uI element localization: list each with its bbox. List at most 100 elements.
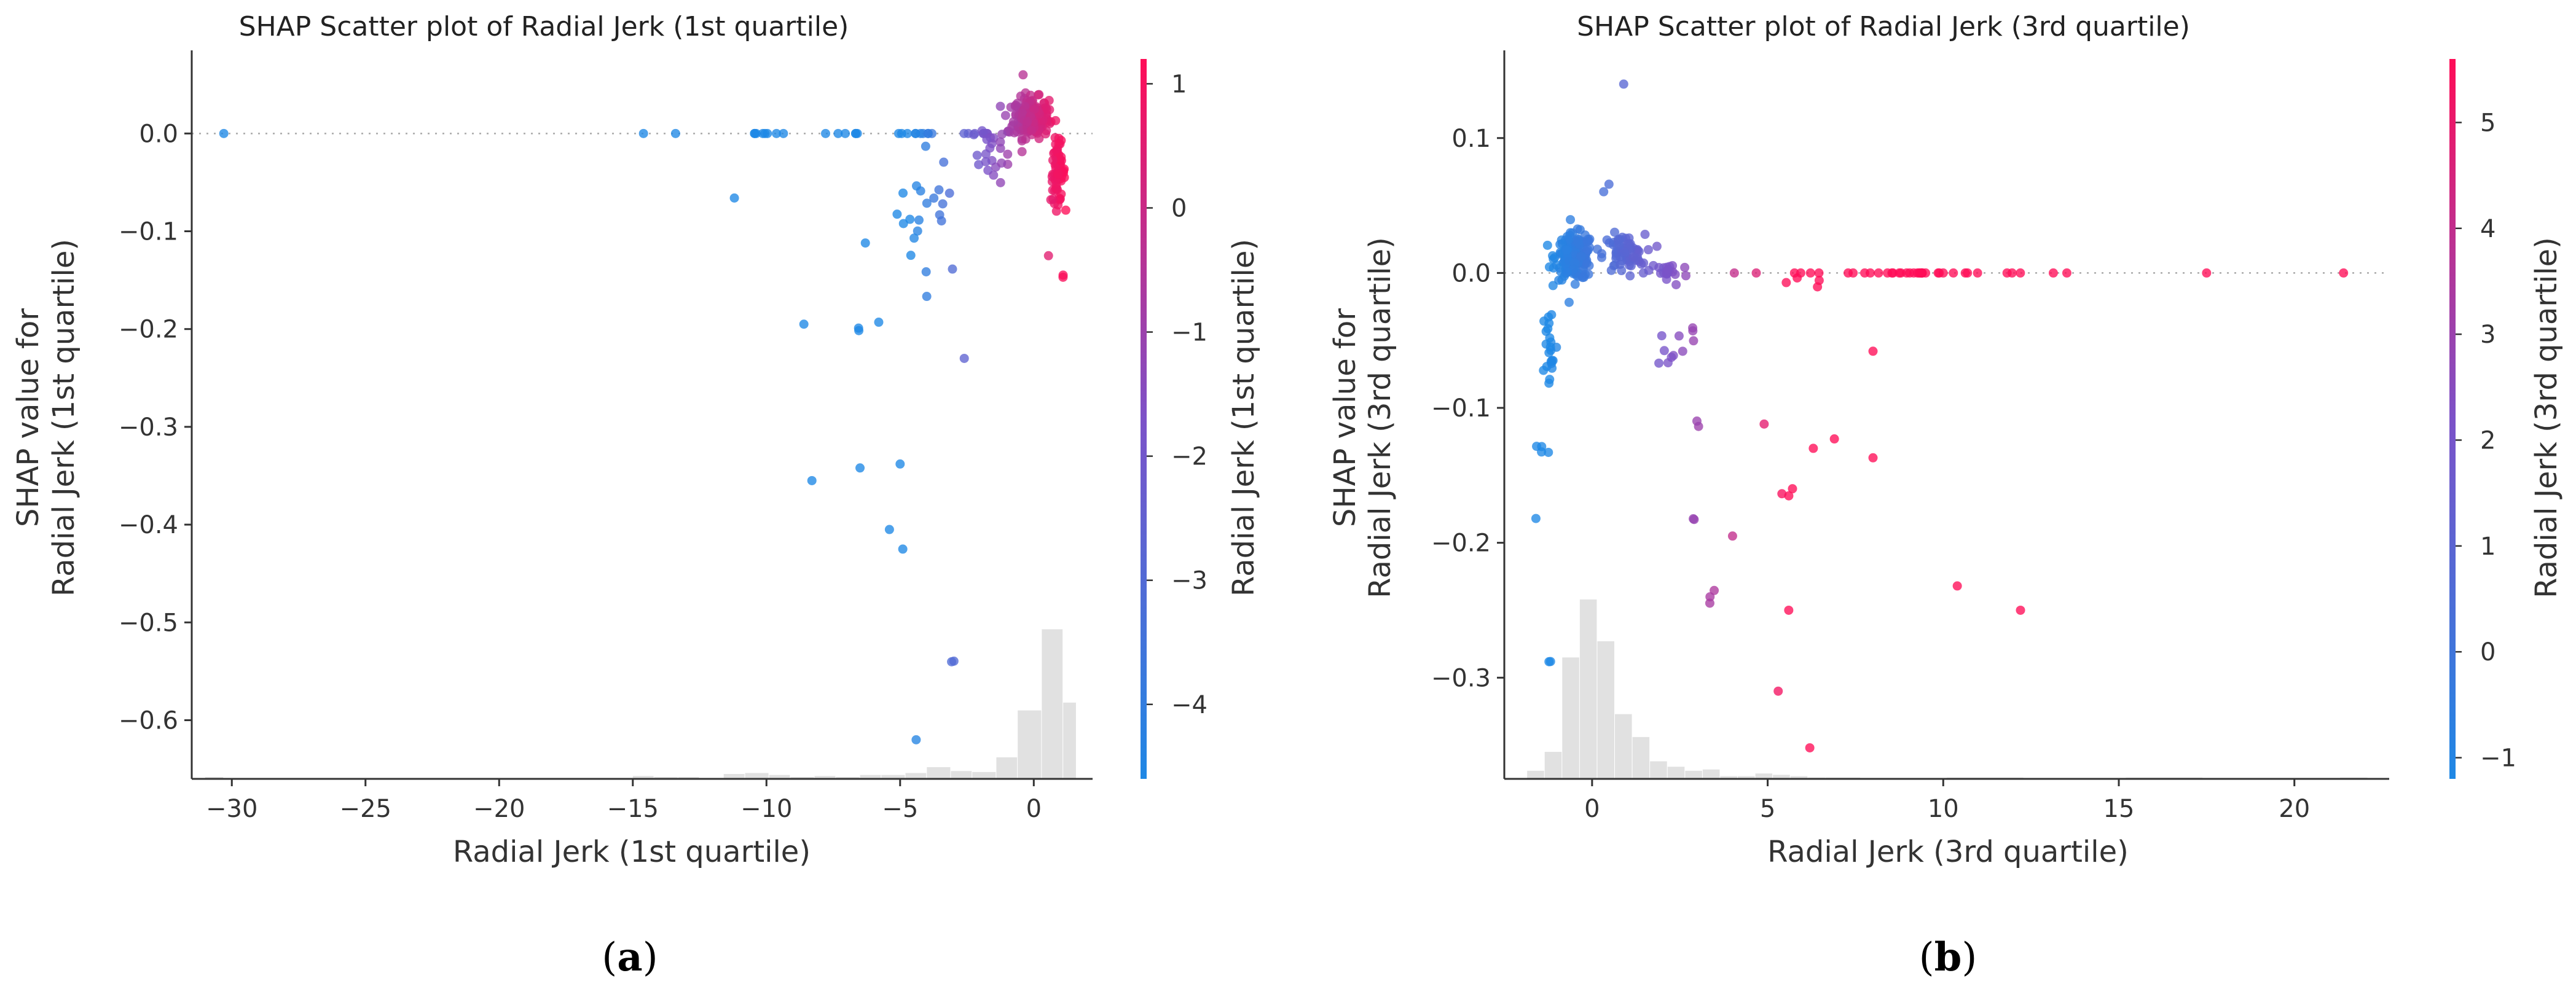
scatter-point: [895, 459, 905, 469]
panel-b-caption-letter: b: [1934, 934, 1962, 980]
scatter-point: [1017, 147, 1027, 157]
scatter-point: [1043, 251, 1053, 260]
histogram-bar: [1667, 767, 1685, 779]
histogram-bar: [1702, 769, 1720, 779]
scatter-point: [779, 128, 788, 138]
panel-b-colorbar-ticks: 5 4 3 2 1 0 −1: [2456, 109, 2516, 773]
scatter-point: [982, 135, 992, 144]
scatter-point: [1874, 268, 1883, 278]
scatter-point: [1625, 271, 1635, 281]
scatter-point: [997, 158, 1007, 168]
panel-a: SHAP Scatter plot of Radial Jerk (1st qu…: [11, 11, 1261, 980]
scatter-point: [1619, 79, 1628, 89]
scatter-point: [860, 238, 870, 248]
histogram-bar: [1597, 641, 1614, 779]
scatter-point: [1909, 268, 1918, 278]
scatter-point: [1041, 129, 1051, 139]
histogram-bar: [654, 776, 678, 779]
scatter-point: [972, 150, 982, 160]
scatter-point: [1624, 260, 1634, 270]
scatter-point: [969, 130, 979, 139]
scatter-point: [1029, 104, 1039, 114]
panel-a-plot-area: −30 −25 −20 −15 −10 −5 0 0.0 −0.1 −0.2 −0.3 −0.4 −0.…: [119, 70, 1093, 823]
scatter-point: [1688, 326, 1698, 336]
scatter-point: [898, 544, 908, 554]
scatter-point: [1021, 135, 1031, 144]
scatter-point: [1848, 268, 1858, 278]
scatter-point: [1751, 268, 1761, 278]
scatter-point: [977, 126, 987, 136]
scatter-point: [921, 141, 930, 151]
histogram-bar: [905, 773, 927, 779]
scatter-point: [1042, 104, 1051, 114]
scatter-point: [874, 318, 884, 327]
histogram-bar: [205, 776, 224, 779]
x-tick-label: −20: [473, 795, 525, 823]
scatter-point: [911, 128, 921, 138]
scatter-point: [1051, 206, 1061, 216]
colorbar-tick-label: 0: [1171, 194, 1187, 222]
scatter-point: [911, 181, 921, 191]
scatter-point: [1532, 442, 1542, 451]
histogram-bar: [1018, 710, 1042, 779]
scatter-point: [913, 226, 922, 236]
scatter-point: [854, 326, 864, 335]
scatter-point: [1692, 416, 1702, 426]
colorbar-tick-label: 3: [2480, 321, 2496, 349]
scatter-point: [1061, 205, 1070, 215]
scatter-point: [1539, 365, 1549, 375]
panel-b-colorbar: [2449, 59, 2456, 779]
y-tick-label: −0.4: [119, 511, 178, 539]
x-tick-label: −5: [882, 795, 918, 823]
colorbar-tick-label: −2: [1171, 443, 1208, 471]
scatter-point: [1667, 353, 1676, 362]
scatter-point: [1639, 258, 1649, 268]
histogram-bar: [1042, 629, 1063, 779]
panel-b-xlabel: Radial Jerk (3rd quartile): [1767, 835, 2129, 869]
scatter-point: [1619, 247, 1629, 257]
scatter-point: [1887, 268, 1897, 278]
scatter-point: [1545, 333, 1555, 343]
scatter-point: [1643, 245, 1653, 255]
panel-a-colorbar: [1141, 59, 1147, 779]
scatter-point: [974, 160, 984, 170]
panel-b: SHAP Scatter plot of Radial Jerk (3rd qu…: [1328, 11, 2564, 980]
scatter-point: [1034, 90, 1044, 100]
histogram-bar: [996, 757, 1018, 779]
y-tick-label: −0.3: [1431, 664, 1491, 692]
histogram-bar: [836, 776, 860, 779]
scatter-point: [1046, 195, 1056, 205]
scatter-point: [1020, 101, 1030, 111]
x-tick-label: −25: [340, 795, 391, 823]
scatter-point: [1793, 273, 1802, 283]
scatter-point: [884, 525, 894, 534]
scatter-point: [1759, 419, 1769, 429]
colorbar-tick-label: −1: [1171, 319, 1208, 347]
scatter-point: [903, 128, 913, 138]
x-tick-label: −30: [206, 795, 257, 823]
scatter-point: [750, 128, 760, 138]
scatter-point: [1895, 268, 1904, 278]
scatter-point: [1000, 111, 1010, 120]
x-tick-label: 20: [2279, 795, 2310, 823]
histogram-bar: [1579, 599, 1597, 779]
scatter-point: [911, 735, 921, 744]
scatter-point: [1814, 276, 1824, 286]
scatter-point: [1054, 195, 1064, 205]
scatter-point: [1544, 312, 1553, 322]
panel-b-colorbar-label: Radial Jerk (3rd quartile): [2529, 237, 2564, 598]
scatter-point: [2048, 268, 2058, 278]
histogram-bar: [790, 776, 814, 779]
scatter-point: [1543, 324, 1553, 334]
scatter-point: [934, 185, 944, 195]
panel-a-caption-letter: a: [617, 934, 642, 980]
scatter-point: [995, 101, 1005, 111]
scatter-point: [922, 292, 932, 302]
histogram-bar: [1527, 770, 1544, 779]
scatter-point: [909, 233, 919, 243]
histogram-bar: [1562, 657, 1579, 779]
scatter-point: [2062, 268, 2071, 278]
scatter-point: [1548, 251, 1558, 260]
scatter-point: [1859, 268, 1869, 278]
panel-a-caption: (a): [602, 934, 658, 980]
